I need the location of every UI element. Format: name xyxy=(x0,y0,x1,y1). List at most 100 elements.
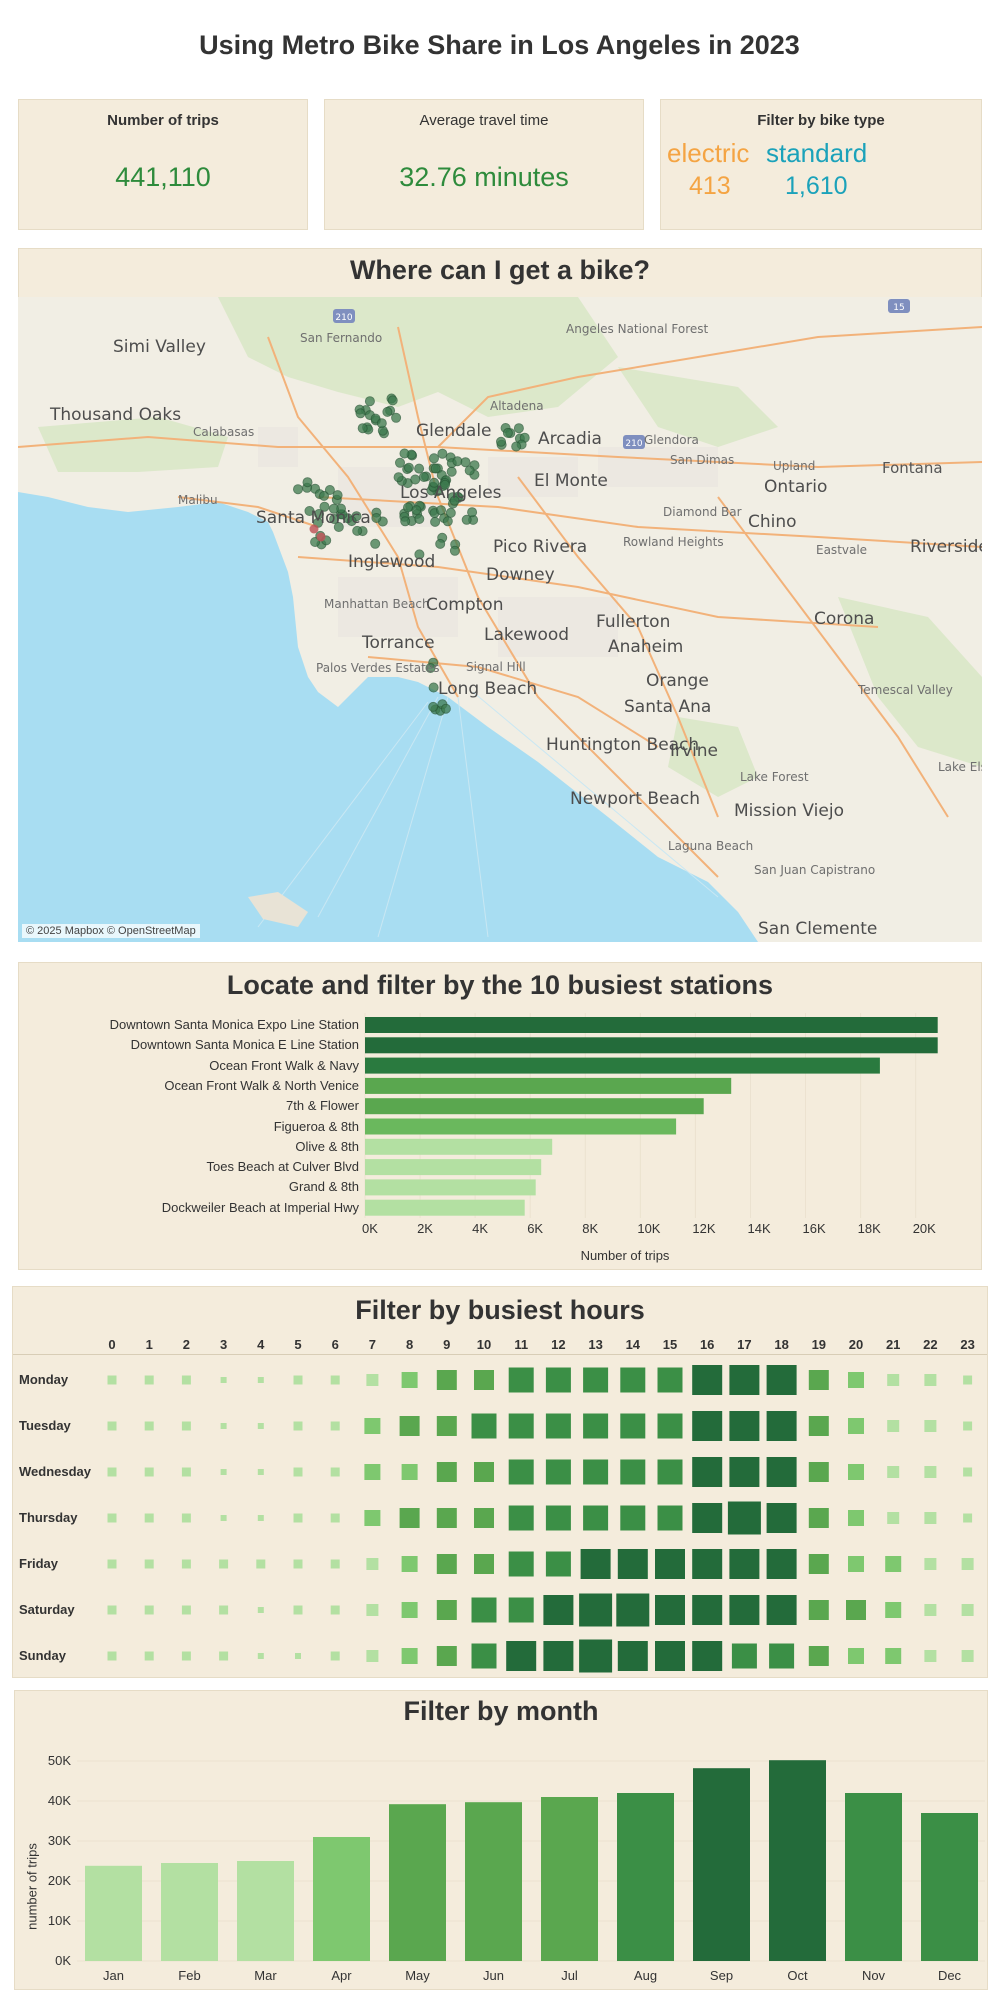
hour-label[interactable]: 2 xyxy=(182,1337,190,1352)
hour-label[interactable]: 14 xyxy=(625,1337,641,1352)
electric-filter-button[interactable]: electric xyxy=(667,138,750,168)
day-label-friday[interactable]: Friday xyxy=(19,1556,59,1571)
station-dot-43 xyxy=(410,474,421,485)
heatmap-cell-friday-12 xyxy=(545,1551,571,1577)
hour-label[interactable]: 21 xyxy=(885,1337,901,1352)
map-label-san-juan-capistrano: San Juan Capistrano xyxy=(754,863,876,877)
heatmap-cell-tuesday-1 xyxy=(144,1421,154,1431)
heatmap-cell-friday-4 xyxy=(256,1559,266,1569)
stations-bar-chart[interactable] xyxy=(19,963,983,1271)
hour-label[interactable]: 11 xyxy=(514,1337,529,1352)
hour-label[interactable]: 17 xyxy=(737,1337,752,1352)
heatmap-cell-sunday-11 xyxy=(506,1641,537,1671)
standard-filter-button[interactable]: standard xyxy=(766,138,868,168)
map-label-altadena: Altadena xyxy=(490,399,544,413)
hour-label[interactable]: 4 xyxy=(257,1337,265,1352)
map-label-pico-rivera: Pico Rivera xyxy=(493,537,588,557)
hour-label[interactable]: 13 xyxy=(588,1337,603,1352)
svg-text:210: 210 xyxy=(335,313,352,323)
hour-label[interactable]: 20 xyxy=(848,1337,864,1352)
station-label-ocean-front-walk-navy[interactable]: Ocean Front Walk & Navy xyxy=(209,1057,359,1073)
heatmap-cell-thursday-11 xyxy=(508,1505,534,1531)
heatmap-cell-thursday-16 xyxy=(692,1503,723,1533)
station-dot-67 xyxy=(391,412,402,423)
heatmap-cell-tuesday-9 xyxy=(436,1416,457,1436)
park-area-1 xyxy=(218,297,618,417)
station-dot-111 xyxy=(324,485,335,495)
heatmap-cell-sunday-19 xyxy=(808,1646,829,1666)
station-label-7th-flower[interactable]: 7th & Flower xyxy=(286,1098,359,1114)
month-label-dec[interactable]: Dec xyxy=(937,1968,962,1983)
hour-label[interactable]: 9 xyxy=(443,1337,451,1352)
hour-label[interactable]: 8 xyxy=(405,1337,414,1352)
station-dot-highlight-1 xyxy=(309,524,319,534)
months-bar-chart[interactable] xyxy=(15,1691,989,1991)
station-dot-110 xyxy=(319,501,330,512)
hour-label[interactable]: 5 xyxy=(294,1337,302,1352)
month-label-jun[interactable]: Jun xyxy=(483,1968,504,1983)
station-label-ocean-front-walk-north-venice[interactable]: Ocean Front Walk & North Venice xyxy=(164,1077,359,1093)
station-label-figueroa-8th[interactable]: Figueroa & 8th xyxy=(273,1118,359,1134)
day-label-thursday[interactable]: Thursday xyxy=(19,1510,78,1525)
map-label-santa-monica: Santa Monica xyxy=(256,508,371,528)
month-label-apr[interactable]: Apr xyxy=(331,1968,352,1983)
heatmap-cell-tuesday-22 xyxy=(924,1420,937,1432)
station-dot-125 xyxy=(430,516,441,527)
map-label-riverside: Riverside xyxy=(910,537,982,557)
day-label-wednesday[interactable]: Wednesday xyxy=(19,1464,92,1479)
month-label-mar[interactable]: Mar xyxy=(254,1968,277,1983)
heatmap-cell-monday-15 xyxy=(657,1367,683,1393)
heatmap-cell-monday-11 xyxy=(508,1367,534,1393)
month-label-jan[interactable]: Jan xyxy=(103,1968,124,1983)
station-label-toes-beach-at-culver-blvd[interactable]: Toes Beach at Culver Blvd xyxy=(206,1159,359,1175)
hour-label[interactable]: 3 xyxy=(219,1337,228,1352)
hour-label[interactable]: 22 xyxy=(923,1337,938,1352)
day-label-tuesday[interactable]: Tuesday xyxy=(19,1418,71,1433)
station-dot-119 xyxy=(293,484,303,495)
heatmap-cell-wednesday-3 xyxy=(220,1469,227,1475)
hour-label[interactable]: 0 xyxy=(108,1337,116,1352)
month-label-nov[interactable]: Nov xyxy=(861,1968,886,1983)
hour-label[interactable]: 18 xyxy=(774,1337,789,1352)
day-label-monday[interactable]: Monday xyxy=(19,1372,69,1387)
month-label-may[interactable]: May xyxy=(405,1968,430,1983)
station-dot-24 xyxy=(430,463,441,474)
day-label-sunday[interactable]: Sunday xyxy=(19,1648,66,1663)
hour-label[interactable]: 16 xyxy=(699,1337,715,1352)
heatmap-cell-tuesday-11 xyxy=(508,1413,534,1439)
hour-label[interactable]: 6 xyxy=(331,1337,339,1352)
station-label-downtown-santa-monica-e-line-station[interactable]: Downtown Santa Monica E Line Station xyxy=(130,1037,359,1053)
hours-heatmap[interactable] xyxy=(13,1287,989,1679)
bike-station-map[interactable]: 210 15 210 Simi Valley San Fernando Angeles … xyxy=(18,297,982,942)
road-9 xyxy=(367,656,659,748)
heatmap-cell-friday-2 xyxy=(181,1559,191,1569)
hour-label[interactable]: 7 xyxy=(368,1337,376,1352)
month-label-jul[interactable]: Jul xyxy=(561,1968,578,1983)
station-dot-131 xyxy=(428,701,439,712)
heatmap-cell-friday-15 xyxy=(655,1549,685,1579)
day-label-saturday[interactable]: Saturday xyxy=(19,1602,75,1617)
heatmap-cell-friday-13 xyxy=(580,1549,611,1579)
hour-label[interactable]: 23 xyxy=(960,1337,975,1352)
station-dot-35 xyxy=(414,463,425,474)
hour-label[interactable]: 15 xyxy=(662,1337,678,1352)
hour-label[interactable]: 10 xyxy=(476,1337,492,1352)
station-label-downtown-santa-monica-expo-line-station[interactable]: Downtown Santa Monica Expo Line Station xyxy=(109,1017,359,1032)
hour-label[interactable]: 12 xyxy=(551,1337,566,1352)
station-label-dockweiler-beach-at-imperial-hwy[interactable]: Dockweiler Beach at Imperial Hwy xyxy=(161,1199,359,1215)
month-label-aug[interactable]: Aug xyxy=(633,1968,658,1983)
station-label-olive-8th[interactable]: Olive & 8th xyxy=(295,1138,359,1154)
station-dot-38 xyxy=(461,514,472,525)
station-dot-46 xyxy=(393,472,404,483)
station-dot-45 xyxy=(414,514,425,524)
station-label-grand-8th[interactable]: Grand & 8th xyxy=(288,1179,359,1195)
hour-label[interactable]: 1 xyxy=(145,1337,153,1352)
month-label-oct[interactable]: Oct xyxy=(787,1968,808,1983)
heatmap-cell-monday-10 xyxy=(474,1370,494,1390)
station-bar-toes-beach-at-culver-blvd xyxy=(365,1159,542,1176)
hour-label[interactable]: 19 xyxy=(811,1337,827,1352)
heatmap-cell-friday-6 xyxy=(330,1559,340,1569)
stations-x-tick: 6K xyxy=(527,1221,544,1236)
month-label-sep[interactable]: Sep xyxy=(709,1968,734,1983)
month-label-feb[interactable]: Feb xyxy=(178,1968,201,1983)
